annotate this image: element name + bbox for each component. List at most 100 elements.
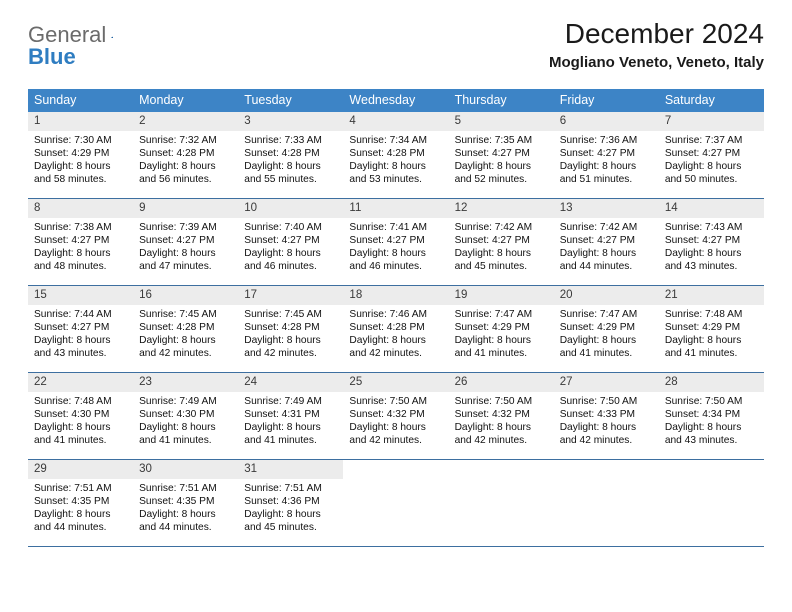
day-cell: 29Sunrise: 7:51 AMSunset: 4:35 PMDayligh… [28,460,133,546]
daylight-text: Daylight: 8 hours and 42 minutes. [560,421,653,447]
sunset-text: Sunset: 4:28 PM [244,147,337,160]
day-number: 20 [554,286,659,305]
day-cell: 19Sunrise: 7:47 AMSunset: 4:29 PMDayligh… [449,286,554,372]
daylight-text: Daylight: 8 hours and 45 minutes. [455,247,548,273]
day-number: 6 [554,112,659,131]
day-body: Sunrise: 7:43 AMSunset: 4:27 PMDaylight:… [659,218,764,278]
sunset-text: Sunset: 4:35 PM [34,495,127,508]
sunrise-text: Sunrise: 7:41 AM [349,221,442,234]
sunset-text: Sunset: 4:29 PM [34,147,127,160]
sunset-text: Sunset: 4:27 PM [455,234,548,247]
sunset-text: Sunset: 4:27 PM [34,234,127,247]
sunrise-text: Sunrise: 7:45 AM [244,308,337,321]
day-cell: 25Sunrise: 7:50 AMSunset: 4:32 PMDayligh… [343,373,448,459]
location-subtitle: Mogliano Veneto, Veneto, Italy [549,54,764,71]
daylight-text: Daylight: 8 hours and 45 minutes. [244,508,337,534]
day-body: Sunrise: 7:51 AMSunset: 4:35 PMDaylight:… [133,479,238,539]
sunrise-text: Sunrise: 7:46 AM [349,308,442,321]
sunset-text: Sunset: 4:35 PM [139,495,232,508]
day-cell: 30Sunrise: 7:51 AMSunset: 4:35 PMDayligh… [133,460,238,546]
day-cell: 20Sunrise: 7:47 AMSunset: 4:29 PMDayligh… [554,286,659,372]
day-number: 19 [449,286,554,305]
daylight-text: Daylight: 8 hours and 42 minutes. [349,334,442,360]
logo-triangle-icon [111,30,113,44]
daylight-text: Daylight: 8 hours and 56 minutes. [139,160,232,186]
sunset-text: Sunset: 4:36 PM [244,495,337,508]
sunset-text: Sunset: 4:27 PM [139,234,232,247]
day-cell: 24 Sunrise: 7:49 AMSunset: 4:31 PMDayligh… [238,373,343,459]
daylight-text: Daylight: 8 hours and 47 minutes. [139,247,232,273]
logo-word2-wrap: Blue [28,46,76,69]
day-number: 12 [449,199,554,218]
weekday-header: Tuesday [238,89,343,112]
logo-word2: Blue [28,44,76,69]
day-number: 9 [133,199,238,218]
day-cell: 10Sunrise: 7:40 AMSunset: 4:27 PMDayligh… [238,199,343,285]
sunset-text: Sunset: 4:33 PM [560,408,653,421]
day-number: 1 [28,112,133,131]
daylight-text: Daylight: 8 hours and 44 minutes. [139,508,232,534]
sunset-text: Sunset: 4:31 PM [244,408,337,421]
sunrise-text: Sunrise: 7:51 AM [139,482,232,495]
sunset-text: Sunset: 4:27 PM [665,234,758,247]
weekday-header: Monday [133,89,238,112]
day-number: 3 [238,112,343,131]
day-cell: 7Sunrise: 7:37 AMSunset: 4:27 PMDaylight… [659,112,764,198]
weekday-header-row: SundayMondayTuesdayWednesdayThursdayFrid… [28,89,764,112]
daylight-text: Daylight: 8 hours and 51 minutes. [560,160,653,186]
day-number: 14 [659,199,764,218]
sunrise-text: Sunrise: 7:36 AM [560,134,653,147]
day-number: 4 [343,112,448,131]
day-body: Sunrise: 7:33 AMSunset: 4:28 PMDaylight:… [238,131,343,191]
day-cell: 23Sunrise: 7:49 AMSunset: 4:30 PMDayligh… [133,373,238,459]
sunrise-text: Sunrise: 7:49 AM [244,395,337,408]
day-body: Sunrise: 7:51 AMSunset: 4:35 PMDaylight:… [28,479,133,539]
day-cell [554,460,659,546]
day-body: Sunrise: 7:50 AMSunset: 4:34 PMDaylight:… [659,392,764,452]
day-number: 8 [28,199,133,218]
sunrise-text: Sunrise: 7:38 AM [34,221,127,234]
sunrise-text: Sunrise: 7:50 AM [560,395,653,408]
day-number: 10 [238,199,343,218]
daylight-text: Daylight: 8 hours and 50 minutes. [665,160,758,186]
sunset-text: Sunset: 4:29 PM [665,321,758,334]
day-number: 7 [659,112,764,131]
header: General December 2024 Mogliano Veneto, V… [28,18,764,71]
sunrise-text: Sunrise: 7:30 AM [34,134,127,147]
day-cell: 4Sunrise: 7:34 AMSunset: 4:28 PMDaylight… [343,112,448,198]
day-body: Sunrise: 7:35 AMSunset: 4:27 PMDaylight:… [449,131,554,191]
sunrise-text: Sunrise: 7:51 AM [244,482,337,495]
sunrise-text: Sunrise: 7:50 AM [665,395,758,408]
page: General December 2024 Mogliano Veneto, V… [0,0,792,547]
day-cell: 13Sunrise: 7:42 AMSunset: 4:27 PMDayligh… [554,199,659,285]
sunset-text: Sunset: 4:28 PM [139,147,232,160]
day-cell: 5Sunrise: 7:35 AMSunset: 4:27 PMDaylight… [449,112,554,198]
daylight-text: Daylight: 8 hours and 41 minutes. [244,421,337,447]
day-body: Sunrise: 7:50 AMSunset: 4:32 PMDaylight:… [449,392,554,452]
daylight-text: Daylight: 8 hours and 42 minutes. [244,334,337,360]
day-number: 25 [343,373,448,392]
day-cell: 27Sunrise: 7:50 AMSunset: 4:33 PMDayligh… [554,373,659,459]
day-body: Sunrise: 7:44 AMSunset: 4:27 PMDaylight:… [28,305,133,365]
sunset-text: Sunset: 4:27 PM [560,147,653,160]
day-cell: 9Sunrise: 7:39 AMSunset: 4:27 PMDaylight… [133,199,238,285]
day-number: 29 [28,460,133,479]
daylight-text: Daylight: 8 hours and 41 minutes. [665,334,758,360]
day-number: 15 [28,286,133,305]
sunrise-text: Sunrise: 7:51 AM [34,482,127,495]
weekday-header: Friday [554,89,659,112]
day-body: Sunrise: 7:36 AMSunset: 4:27 PMDaylight:… [554,131,659,191]
sunrise-text: Sunrise: 7:50 AM [455,395,548,408]
day-cell: 15Sunrise: 7:44 AMSunset: 4:27 PMDayligh… [28,286,133,372]
day-cell: 3Sunrise: 7:33 AMSunset: 4:28 PMDaylight… [238,112,343,198]
day-number: 5 [449,112,554,131]
sunrise-text: Sunrise: 7:34 AM [349,134,442,147]
day-body: Sunrise: 7:49 AMSunset: 4:30 PMDaylight:… [133,392,238,452]
day-number: 24 [238,373,343,392]
sunset-text: Sunset: 4:29 PM [455,321,548,334]
sunrise-text: Sunrise: 7:42 AM [560,221,653,234]
day-body: Sunrise: 7:50 AMSunset: 4:33 PMDaylight:… [554,392,659,452]
sunrise-text: Sunrise: 7:44 AM [34,308,127,321]
day-cell: 26Sunrise: 7:50 AMSunset: 4:32 PMDayligh… [449,373,554,459]
day-number: 2 [133,112,238,131]
